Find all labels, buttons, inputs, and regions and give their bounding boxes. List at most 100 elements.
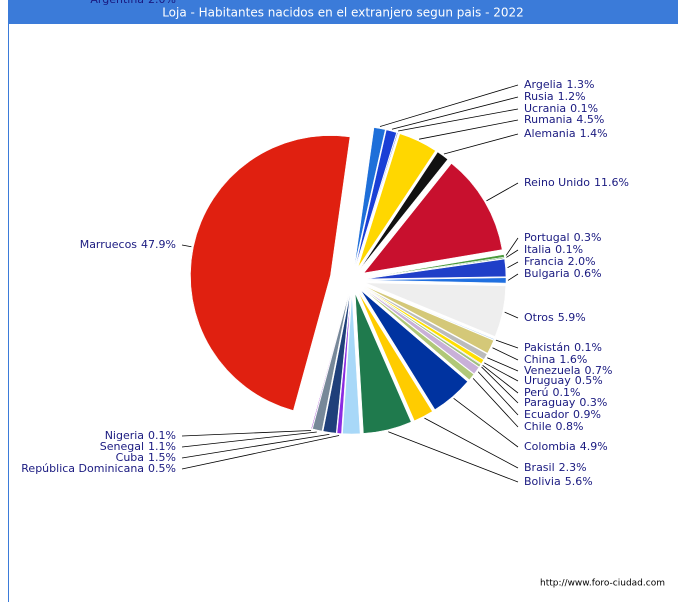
slice-value: 1.6% (559, 353, 587, 366)
pie-slice (365, 277, 507, 284)
slice-label: Uruguay 0.5% (524, 374, 603, 387)
slice-name: Senegal (100, 440, 144, 453)
pie-slice (190, 135, 351, 411)
title-bar (8, 0, 678, 24)
leader-line (472, 378, 519, 428)
slice-label: Rumania 4.5% (524, 113, 604, 126)
leader-line (379, 84, 519, 127)
slice-label: Cuba 1.5% (116, 451, 176, 464)
slice-value: 0.6% (574, 267, 602, 280)
slice-value: 4.5% (576, 113, 604, 126)
leader-line (481, 366, 519, 404)
slice-name: Argelia (524, 78, 562, 91)
leader-line (507, 273, 519, 281)
slice-name: Bulgaria (524, 267, 570, 280)
slice-value: 0.3% (574, 231, 602, 244)
pie-slice (364, 285, 494, 354)
pie-slice (355, 293, 412, 434)
pie-slice (363, 287, 485, 364)
leader-line (484, 362, 519, 382)
pie-slice (363, 288, 480, 375)
slice-value: 5.9% (558, 311, 586, 324)
pie-slice (362, 288, 475, 381)
leader-line (453, 398, 519, 448)
slice-label: Reino Unido 11.6% (524, 176, 629, 189)
slice-name: Rusia (524, 90, 554, 103)
slice-label: Marruecos 47.9% (80, 238, 176, 251)
pie-slice (363, 287, 481, 368)
slice-name: China (524, 353, 555, 366)
pie-slice (365, 258, 507, 280)
slice-value: 4.9% (580, 440, 608, 453)
pie-slice (312, 293, 350, 432)
leader-line (181, 435, 340, 470)
leader-line (486, 182, 519, 202)
slice-value: 0.1% (555, 243, 583, 256)
slice-label: Senegal 1.1% (100, 440, 176, 453)
pie-slice (357, 133, 436, 268)
leader-line (506, 249, 519, 258)
slice-name: Colombia (524, 440, 576, 453)
leader-line (492, 347, 519, 361)
leader-line (388, 431, 519, 483)
pie-slice (355, 132, 399, 267)
slice-name: Francia (524, 255, 564, 268)
slice-value: 47.9% (141, 238, 176, 251)
slice-name: Portugal (524, 231, 570, 244)
slice-value: 0.8% (556, 420, 584, 433)
slice-value: 0.9% (573, 408, 601, 421)
slice-label: Italia 0.1% (524, 243, 583, 256)
leader-line (398, 108, 519, 132)
slice-name: República Dominicana (21, 462, 144, 475)
leader-line (391, 96, 519, 130)
slice-value: 1.5% (148, 451, 176, 464)
slice-label: Nigeria 0.1% (105, 429, 176, 442)
slice-value: 0.7% (585, 364, 613, 377)
pie-slice (355, 129, 397, 267)
leader-line (482, 364, 519, 394)
leader-line (495, 339, 519, 349)
slice-value: 0.1% (553, 386, 581, 399)
slice-label: Chile 0.8% (524, 420, 584, 433)
pie-slice (354, 127, 386, 267)
slice-value: 0.1% (570, 102, 598, 115)
pie-slice (364, 285, 495, 341)
leader-line (507, 261, 519, 269)
slice-name: Chile (524, 420, 552, 433)
slice-label: China 1.6% (524, 353, 587, 366)
slice-label: Brasil 2.3% (524, 461, 587, 474)
slice-label: Ucrania 0.1% (524, 102, 598, 115)
chart-title: Loja - Habitantes nacidos en el extranje… (162, 6, 524, 20)
leader-line (477, 371, 519, 416)
slice-name: Rumania (524, 113, 572, 126)
slice-name: Marruecos (80, 238, 138, 251)
pie-slice (358, 292, 433, 422)
slice-value: 5.6% (565, 475, 593, 488)
slice-label: Paraguay 0.3% (524, 396, 607, 409)
slice-name: Ecuador (524, 408, 569, 421)
slice-name: Italia (524, 243, 551, 256)
slice-name: Nigeria (105, 429, 144, 442)
slice-name: Argentina (90, 0, 144, 6)
slice-name: Reino Unido (524, 176, 590, 189)
slice-label: Portugal 0.3% (524, 231, 602, 244)
leader-line (419, 119, 519, 140)
pie-slice (310, 293, 349, 430)
slice-value: 1.3% (566, 78, 594, 91)
slice-label: Venezuela 0.7% (524, 364, 612, 377)
slice-label: Colombia 4.9% (524, 440, 608, 453)
slice-label: Ecuador 0.9% (524, 408, 601, 421)
slice-label: Francia 2.0% (524, 255, 596, 268)
leader-line (443, 133, 519, 155)
slice-value: 0.5% (148, 462, 176, 475)
slice-label: Alemania 1.4% (524, 127, 608, 140)
slice-value: 11.6% (594, 176, 629, 189)
slice-label: Rusia 1.2% (524, 90, 586, 103)
pie-slice (360, 290, 468, 410)
pie-slice (342, 293, 361, 435)
slice-value: 1.2% (558, 90, 586, 103)
slice-label: Argentina 2.0% (90, 0, 176, 6)
